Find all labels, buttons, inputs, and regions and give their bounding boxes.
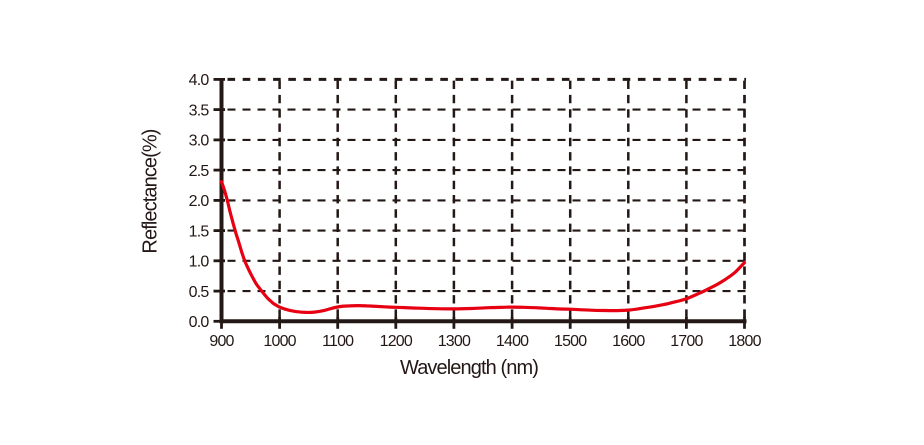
svg-text:1800: 1800 [728, 333, 761, 350]
svg-text:3.0: 3.0 [189, 133, 210, 150]
svg-text:0.0: 0.0 [189, 314, 210, 331]
svg-text:1500: 1500 [554, 333, 587, 350]
svg-text:1400: 1400 [496, 333, 529, 350]
svg-text:1200: 1200 [380, 333, 413, 350]
svg-text:4.0: 4.0 [189, 72, 210, 89]
svg-text:Reflectance(%): Reflectance(%) [140, 129, 162, 253]
svg-text:1.0: 1.0 [189, 254, 210, 271]
svg-text:1000: 1000 [263, 333, 296, 350]
svg-text:2.0: 2.0 [189, 193, 210, 210]
svg-text:3.5: 3.5 [189, 102, 210, 119]
svg-text:1600: 1600 [612, 333, 645, 350]
svg-text:1700: 1700 [670, 333, 703, 350]
svg-text:900: 900 [209, 333, 234, 350]
svg-text:1100: 1100 [322, 333, 354, 350]
svg-text:Wavelength (nm): Wavelength (nm) [400, 357, 538, 379]
svg-text:2.5: 2.5 [189, 163, 210, 180]
svg-text:1300: 1300 [438, 333, 471, 350]
svg-text:1.5: 1.5 [189, 223, 210, 240]
svg-text:0.5: 0.5 [189, 284, 210, 301]
